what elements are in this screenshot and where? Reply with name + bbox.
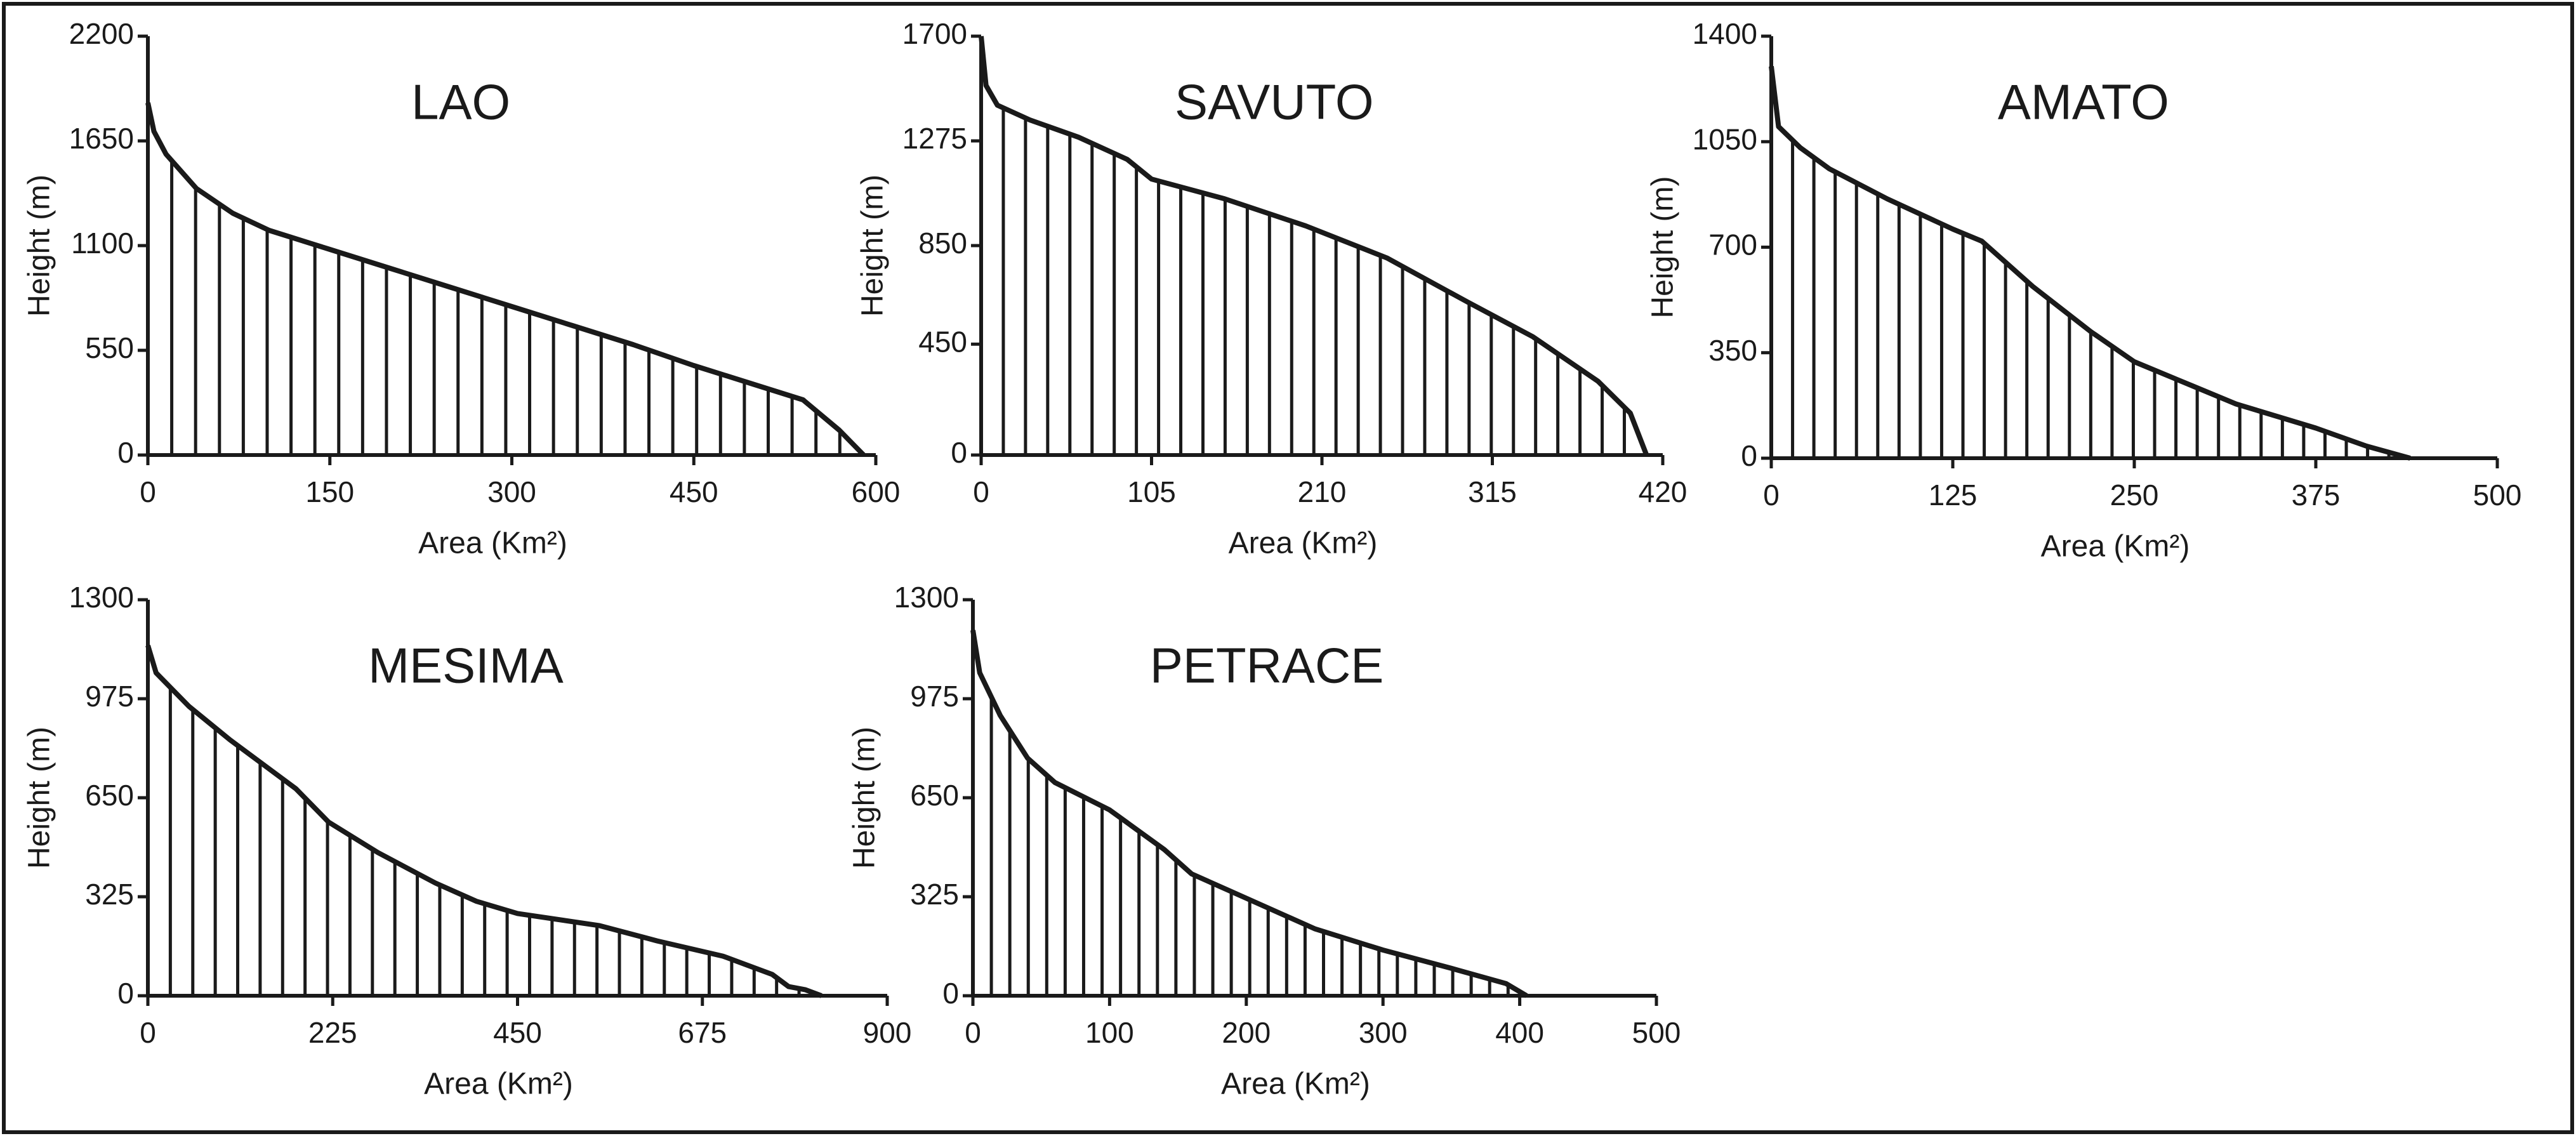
y-tick-label: 1275 xyxy=(902,122,967,155)
x-tick-label: 0 xyxy=(1763,479,1780,512)
y-axis-label: Height (m) xyxy=(848,727,882,869)
x-tick-label: 200 xyxy=(1222,1016,1271,1049)
x-tick-label: 300 xyxy=(1359,1016,1408,1049)
y-tick-label: 450 xyxy=(918,325,967,358)
y-tick-label: 650 xyxy=(910,779,959,812)
x-tick-label: 500 xyxy=(1632,1016,1681,1049)
hypsometric-curve xyxy=(1769,66,2411,461)
x-tick-label: 0 xyxy=(140,1016,156,1049)
y-tick-label: 0 xyxy=(951,436,967,469)
y-tick-label: 350 xyxy=(1708,334,1757,367)
x-axis-label: Area (Km²) xyxy=(424,1067,573,1101)
hypsometric-curve xyxy=(970,630,1528,998)
x-tick-label: 150 xyxy=(305,475,354,508)
chart-title: SAVUTO xyxy=(1175,74,1374,130)
x-tick-label: 420 xyxy=(1639,475,1688,508)
y-tick-label: 2200 xyxy=(69,17,134,50)
x-tick-label: 105 xyxy=(1127,475,1176,508)
x-tick-label: 100 xyxy=(1085,1016,1134,1049)
y-tick-label: 550 xyxy=(85,331,134,364)
y-tick-label: 1050 xyxy=(1693,122,1757,155)
x-tick-label: 0 xyxy=(965,1016,981,1049)
y-tick-label: 325 xyxy=(910,878,959,911)
x-axis-label: Area (Km²) xyxy=(2041,530,2190,564)
y-tick-label: 975 xyxy=(910,680,959,713)
x-tick-label: 250 xyxy=(2110,479,2159,512)
x-tick-label: 0 xyxy=(973,475,989,508)
hypsometric-curve xyxy=(979,36,1649,456)
hypsometric-curve xyxy=(145,102,866,457)
y-tick-label: 1400 xyxy=(1693,17,1757,50)
x-axis-label: Area (Km²) xyxy=(1221,1067,1370,1101)
y-tick-label: 1300 xyxy=(69,581,134,614)
hypsometric-curve xyxy=(145,644,822,998)
chart-title: LAO xyxy=(411,74,510,130)
y-axis-label: Height (m) xyxy=(1646,176,1680,318)
x-tick-label: 600 xyxy=(852,475,901,508)
x-tick-label: 400 xyxy=(1495,1016,1544,1049)
y-tick-label: 650 xyxy=(85,779,134,812)
x-tick-label: 900 xyxy=(863,1016,912,1049)
x-tick-label: 450 xyxy=(493,1016,542,1049)
x-tick-label: 450 xyxy=(670,475,718,508)
x-tick-label: 210 xyxy=(1298,475,1347,508)
y-axis-label: Height (m) xyxy=(856,175,890,317)
y-tick-label: 0 xyxy=(117,977,134,1010)
x-tick-label: 375 xyxy=(2292,479,2341,512)
x-tick-label: 300 xyxy=(487,475,536,508)
y-tick-label: 975 xyxy=(85,680,134,713)
x-tick-label: 225 xyxy=(308,1016,357,1049)
y-tick-label: 0 xyxy=(117,436,134,469)
y-tick-label: 850 xyxy=(918,227,967,260)
x-axis-label: Area (Km²) xyxy=(418,527,567,560)
y-tick-label: 700 xyxy=(1708,228,1757,261)
y-tick-label: 1650 xyxy=(69,122,134,155)
y-tick-label: 0 xyxy=(942,977,959,1010)
x-tick-label: 315 xyxy=(1468,475,1517,508)
chart-title: MESIMA xyxy=(368,638,564,694)
y-tick-label: 325 xyxy=(85,878,134,911)
x-tick-label: 0 xyxy=(140,475,156,508)
y-tick-label: 1300 xyxy=(894,581,959,614)
chart-title: PETRACE xyxy=(1150,638,1384,694)
y-axis-label: Height (m) xyxy=(23,175,56,317)
x-tick-label: 500 xyxy=(2473,479,2522,512)
y-tick-label: 1100 xyxy=(71,227,134,260)
x-tick-label: 675 xyxy=(678,1016,727,1049)
y-tick-label: 1700 xyxy=(902,17,967,50)
x-axis-label: Area (Km²) xyxy=(1229,527,1378,560)
x-tick-label: 125 xyxy=(1929,479,1978,512)
y-tick-label: 0 xyxy=(1741,439,1757,472)
y-axis-label: Height (m) xyxy=(23,727,56,869)
chart-title: AMATO xyxy=(1998,74,2169,130)
